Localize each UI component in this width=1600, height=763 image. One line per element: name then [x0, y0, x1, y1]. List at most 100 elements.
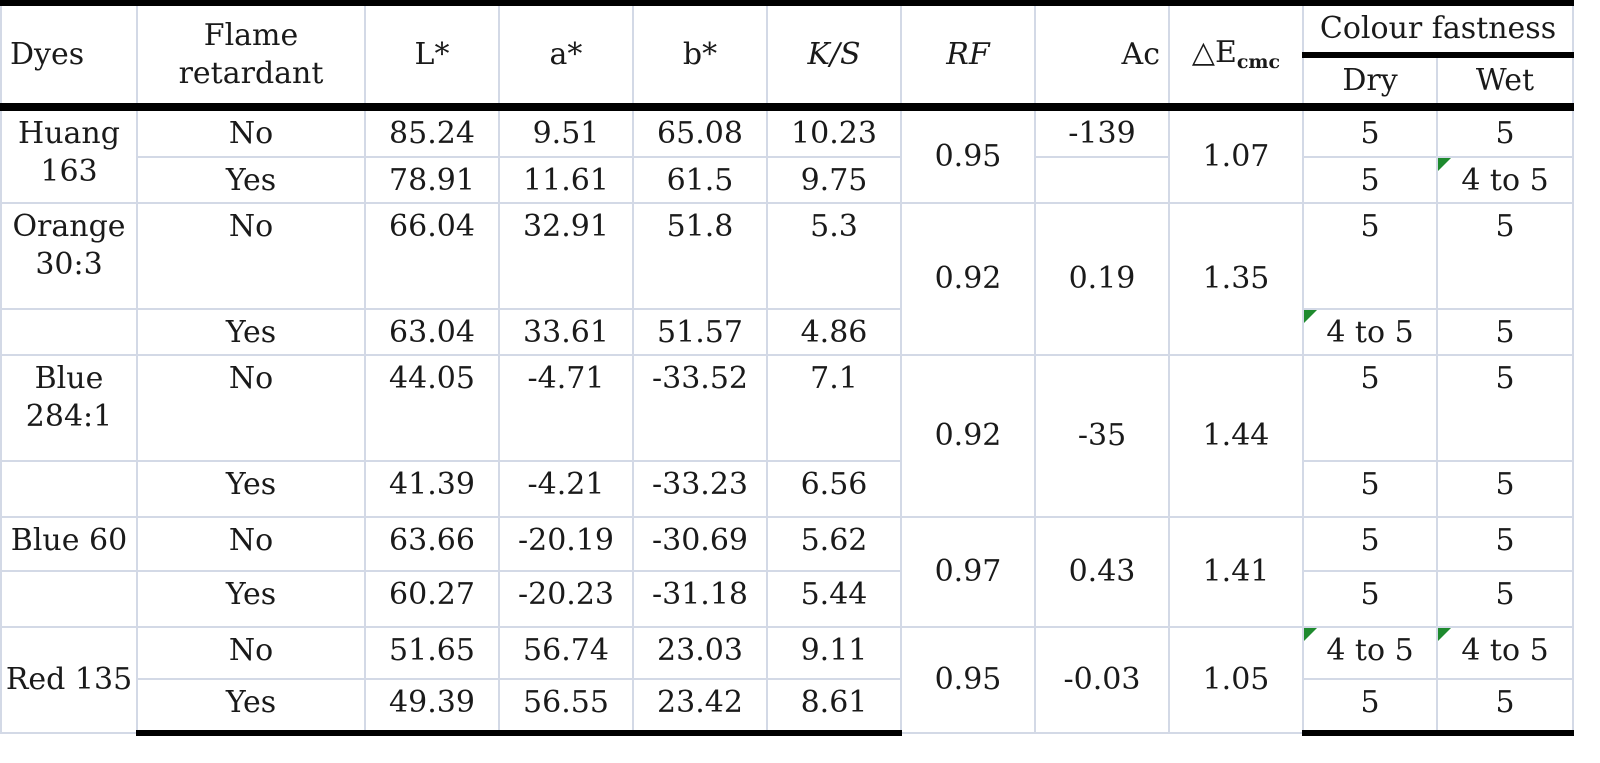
- ks-cell[interactable]: 6.56: [766, 460, 902, 518]
- ks-cell[interactable]: 9.11: [766, 626, 902, 680]
- wet-cell[interactable]: 5: [1436, 460, 1574, 518]
- ac-cell[interactable]: [1034, 156, 1170, 204]
- b-star-cell[interactable]: -30.69: [632, 516, 768, 572]
- ks-cell[interactable]: 5.3: [766, 202, 902, 310]
- a-star-cell[interactable]: 11.61: [498, 156, 634, 204]
- flame-retardant-cell[interactable]: Yes: [136, 156, 366, 204]
- rf-cell[interactable]: 0.95: [900, 626, 1036, 734]
- ac-cell[interactable]: -0.03: [1034, 626, 1170, 734]
- comment-marker-icon[interactable]: [1305, 629, 1317, 641]
- a-star-cell[interactable]: 33.61: [498, 308, 634, 356]
- dry-cell[interactable]: 5: [1302, 106, 1438, 158]
- rf-cell[interactable]: 0.97: [900, 516, 1036, 628]
- wet-cell[interactable]: 4 to 5: [1436, 626, 1574, 680]
- flame-retardant-cell[interactable]: No: [136, 354, 366, 462]
- a-star-cell[interactable]: 9.51: [498, 106, 634, 158]
- delta-e-cell[interactable]: 1.07: [1168, 106, 1304, 204]
- l-star-cell[interactable]: 41.39: [364, 460, 500, 518]
- rf-cell[interactable]: 0.95: [900, 106, 1036, 204]
- header-rf[interactable]: RF: [900, 0, 1036, 111]
- header-l-star[interactable]: L*: [364, 0, 500, 111]
- ks-cell[interactable]: 5.44: [766, 570, 902, 628]
- dry-cell[interactable]: 5: [1302, 156, 1438, 204]
- header-delta-e[interactable]: △Ecmc: [1168, 0, 1304, 111]
- ks-cell[interactable]: 4.86: [766, 308, 902, 356]
- dry-cell[interactable]: 5: [1302, 202, 1438, 310]
- flame-retardant-cell[interactable]: Yes: [136, 308, 366, 356]
- ks-cell[interactable]: 7.1: [766, 354, 902, 462]
- dry-cell[interactable]: 5: [1302, 460, 1438, 518]
- wet-cell[interactable]: 5: [1436, 570, 1574, 628]
- wet-cell[interactable]: 5: [1436, 516, 1574, 572]
- flame-retardant-cell[interactable]: No: [136, 202, 366, 310]
- dry-cell[interactable]: 5: [1302, 516, 1438, 572]
- b-star-cell[interactable]: 23.03: [632, 626, 768, 680]
- a-star-cell[interactable]: -4.71: [498, 354, 634, 462]
- l-star-cell[interactable]: 49.39: [364, 678, 500, 736]
- l-star-cell[interactable]: 78.91: [364, 156, 500, 204]
- l-star-cell[interactable]: 66.04: [364, 202, 500, 310]
- a-star-cell[interactable]: -4.21: [498, 460, 634, 518]
- b-star-cell[interactable]: 61.5: [632, 156, 768, 204]
- wet-cell[interactable]: 5: [1436, 678, 1574, 736]
- wet-cell[interactable]: 5: [1436, 202, 1574, 310]
- l-star-cell[interactable]: 85.24: [364, 106, 500, 158]
- flame-retardant-cell[interactable]: No: [136, 106, 366, 158]
- rf-cell[interactable]: 0.92: [900, 354, 1036, 518]
- l-star-cell[interactable]: 63.04: [364, 308, 500, 356]
- dry-cell[interactable]: 5: [1302, 678, 1438, 736]
- flame-retardant-cell[interactable]: Yes: [136, 570, 366, 628]
- delta-e-cell[interactable]: 1.41: [1168, 516, 1304, 628]
- b-star-cell[interactable]: 65.08: [632, 106, 768, 158]
- l-star-cell[interactable]: 51.65: [364, 626, 500, 680]
- ac-cell[interactable]: 0.43: [1034, 516, 1170, 628]
- ks-cell[interactable]: 9.75: [766, 156, 902, 204]
- dye-name-cell[interactable]: Blue 60: [0, 516, 138, 572]
- wet-cell[interactable]: 5: [1436, 354, 1574, 462]
- header-colour-fastness[interactable]: Colour fastness: [1302, 0, 1574, 58]
- a-star-cell[interactable]: -20.23: [498, 570, 634, 628]
- comment-marker-icon[interactable]: [1439, 159, 1451, 171]
- header-dry[interactable]: Dry: [1302, 54, 1438, 111]
- l-star-cell[interactable]: 44.05: [364, 354, 500, 462]
- ac-cell[interactable]: -139: [1034, 106, 1170, 158]
- flame-retardant-cell[interactable]: No: [136, 626, 366, 680]
- dye-name-cell[interactable]: Blue 284:1: [0, 354, 138, 462]
- b-star-cell[interactable]: 51.8: [632, 202, 768, 310]
- l-star-cell[interactable]: 60.27: [364, 570, 500, 628]
- flame-retardant-cell[interactable]: Yes: [136, 460, 366, 518]
- rf-cell[interactable]: 0.92: [900, 202, 1036, 356]
- b-star-cell[interactable]: -33.23: [632, 460, 768, 518]
- header-ks[interactable]: K/S: [766, 0, 902, 111]
- a-star-cell[interactable]: -20.19: [498, 516, 634, 572]
- wet-cell[interactable]: 5: [1436, 308, 1574, 356]
- header-dyes[interactable]: Dyes: [0, 0, 138, 111]
- header-ac[interactable]: Ac: [1034, 0, 1170, 111]
- ac-cell[interactable]: 0.19: [1034, 202, 1170, 356]
- l-star-cell[interactable]: 63.66: [364, 516, 500, 572]
- header-a-star[interactable]: a*: [498, 0, 634, 111]
- b-star-cell[interactable]: -33.52: [632, 354, 768, 462]
- a-star-cell[interactable]: 56.55: [498, 678, 634, 736]
- wet-cell[interactable]: 5: [1436, 106, 1574, 158]
- dry-cell[interactable]: 4 to 5: [1302, 626, 1438, 680]
- a-star-cell[interactable]: 32.91: [498, 202, 634, 310]
- dry-cell[interactable]: 4 to 5: [1302, 308, 1438, 356]
- a-star-cell[interactable]: 56.74: [498, 626, 634, 680]
- comment-marker-icon[interactable]: [1305, 311, 1317, 323]
- dye-name-cell[interactable]: Huang 163: [0, 106, 138, 204]
- delta-e-cell[interactable]: 1.44: [1168, 354, 1304, 518]
- delta-e-cell[interactable]: 1.35: [1168, 202, 1304, 356]
- dye-name-cell[interactable]: [0, 570, 138, 628]
- ks-cell[interactable]: 8.61: [766, 678, 902, 736]
- ks-cell[interactable]: 10.23: [766, 106, 902, 158]
- ks-cell[interactable]: 5.62: [766, 516, 902, 572]
- dye-name-cell[interactable]: Orange 30:3: [0, 202, 138, 310]
- header-b-star[interactable]: b*: [632, 0, 768, 111]
- dye-name-cell[interactable]: [0, 308, 138, 356]
- b-star-cell[interactable]: -31.18: [632, 570, 768, 628]
- dry-cell[interactable]: 5: [1302, 570, 1438, 628]
- header-wet[interactable]: Wet: [1436, 54, 1574, 111]
- b-star-cell[interactable]: 23.42: [632, 678, 768, 736]
- dye-name-cell[interactable]: Red 135: [0, 626, 138, 734]
